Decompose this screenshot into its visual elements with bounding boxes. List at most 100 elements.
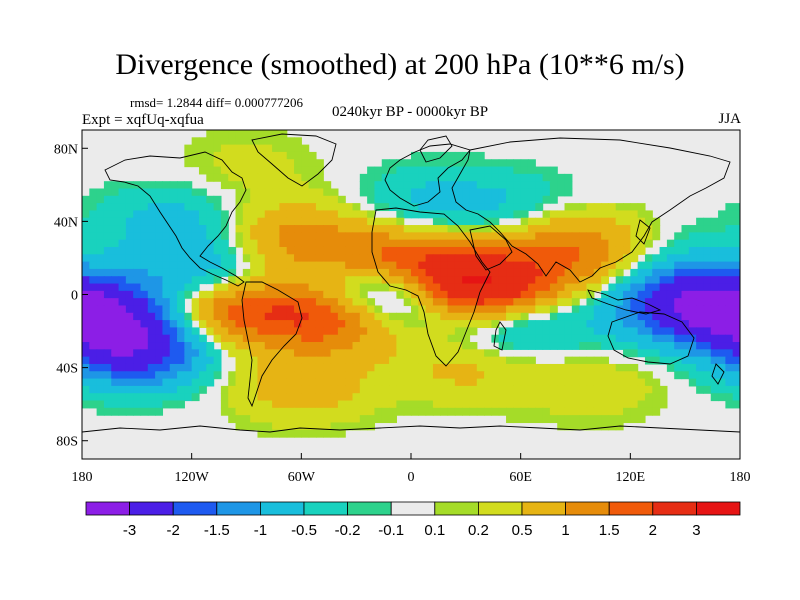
field-cell [506, 356, 514, 365]
field-cell [389, 371, 397, 380]
field-cell [177, 181, 185, 190]
field-cell [491, 298, 500, 307]
field-cell [235, 334, 244, 343]
field-cell [323, 356, 332, 365]
field-cell [162, 393, 171, 402]
field-cell [623, 254, 631, 263]
field-cell [476, 195, 485, 204]
field-cell [118, 378, 127, 387]
field-cell [177, 312, 185, 321]
field-cell [315, 298, 324, 307]
field-cell [462, 290, 471, 299]
field-cell [579, 210, 588, 219]
colorbar-swatch [216, 501, 261, 516]
field-cell [337, 378, 346, 387]
field-cell [469, 349, 478, 358]
field-cell [294, 195, 302, 204]
field-cell [147, 363, 156, 372]
field-cell [484, 363, 493, 372]
field-cell [608, 385, 617, 394]
field-cell [125, 181, 134, 190]
field-cell [257, 151, 266, 160]
field-cell [615, 290, 624, 299]
field-cell [615, 385, 624, 394]
field-cell [411, 276, 419, 285]
field-cell [103, 334, 112, 343]
field-cell [323, 210, 332, 219]
field-cell [469, 393, 478, 402]
field-cell [337, 254, 346, 263]
field-cell [235, 188, 244, 197]
x-tick-label: 120E [616, 470, 646, 485]
field-cell [527, 188, 536, 197]
field-cell [235, 232, 244, 241]
field-cell [374, 356, 383, 365]
field-cell [264, 349, 273, 358]
field-cell [491, 356, 500, 365]
field-cell [228, 327, 237, 336]
field-cell [184, 203, 193, 212]
field-cell [527, 378, 536, 387]
field-cell [403, 407, 412, 416]
field-cell [586, 415, 595, 424]
field-cell [520, 320, 529, 328]
field-cell [630, 334, 639, 343]
field-cell [228, 334, 237, 343]
field-cell [286, 327, 295, 336]
field-cell [389, 320, 397, 328]
field-cell [103, 261, 112, 270]
field-cell [462, 210, 471, 219]
field-cell [513, 159, 522, 168]
field-cell [447, 312, 456, 321]
field-cell [447, 181, 456, 190]
field-cell [696, 246, 705, 255]
field-cell [389, 276, 397, 285]
field-cell [294, 342, 302, 350]
field-cell [688, 363, 697, 372]
field-cell [630, 232, 639, 241]
field-cell [242, 393, 251, 402]
field-cell [432, 312, 441, 321]
field-cell [184, 349, 193, 358]
field-cell [264, 137, 273, 146]
field-cell [191, 298, 200, 307]
field-cell [571, 422, 580, 431]
field-cell [374, 349, 383, 358]
field-cell [155, 378, 164, 387]
field-cell [688, 320, 697, 328]
field-cell [601, 239, 609, 248]
field-cell [396, 188, 405, 197]
field-cell [352, 203, 361, 212]
field-cell [491, 268, 500, 277]
field-cell [206, 159, 215, 168]
field-cell [579, 407, 588, 416]
field-cell [118, 342, 127, 350]
field-cell [337, 349, 346, 358]
field-cell [140, 327, 149, 336]
field-cell [644, 378, 653, 387]
field-cell [396, 217, 405, 226]
field-cell [367, 327, 376, 336]
field-cell [527, 268, 536, 277]
field-cell [330, 298, 339, 307]
field-cell [177, 378, 185, 387]
field-cell [403, 203, 412, 212]
field-cell [191, 371, 200, 380]
field-cell [593, 356, 602, 365]
field-cell [527, 290, 536, 299]
field-cell [206, 144, 215, 153]
field-cell [133, 298, 142, 307]
field-cell [608, 327, 617, 336]
field-cell [564, 378, 573, 387]
field-cell [162, 327, 171, 336]
field-cell [177, 327, 185, 336]
field-cell [644, 371, 653, 380]
field-cell [177, 261, 185, 270]
field-cell [718, 334, 726, 343]
field-cell [462, 378, 471, 387]
field-cell [571, 327, 580, 336]
field-cell [147, 283, 156, 292]
field-cell [403, 283, 412, 292]
field-cell [125, 283, 134, 292]
field-cell [484, 217, 493, 226]
